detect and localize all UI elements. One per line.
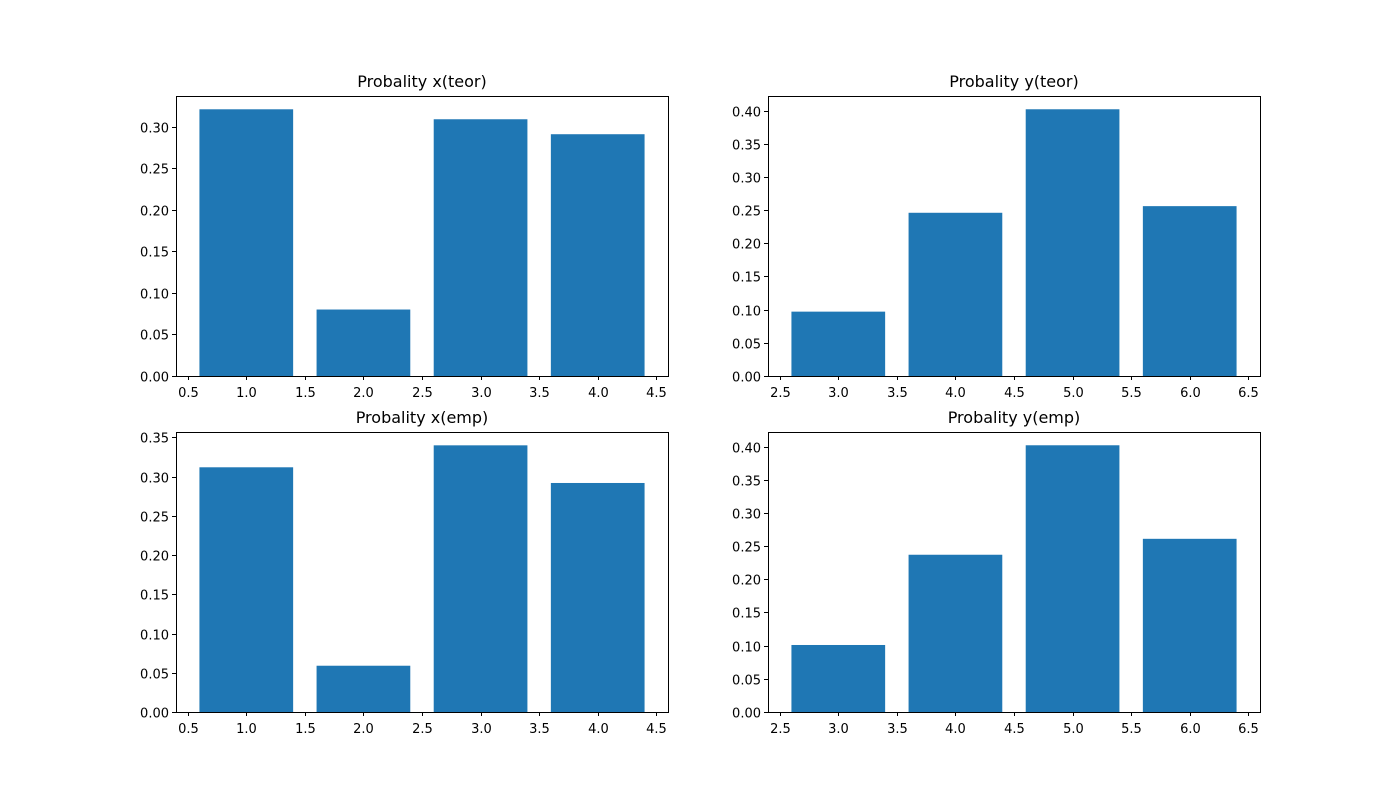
bar-3 bbox=[433, 445, 528, 712]
chart-title: Probality y(teor) bbox=[949, 72, 1079, 91]
y-tick-label: 0.20 bbox=[732, 238, 761, 253]
x-tick-label: 4.5 bbox=[1004, 386, 1025, 401]
x-tick-label: 3.5 bbox=[529, 386, 550, 401]
x-tick-label: 3.0 bbox=[828, 386, 849, 401]
subplot-1: 0.5 1.0 1.5 2.0 2.5 3.0 3.5 4.0 4.5 0.00 0.05 0.10 0… bbox=[140, 72, 669, 401]
bar-1 bbox=[199, 467, 294, 712]
chart-title: Probality x(emp) bbox=[356, 408, 489, 427]
y-tick-label: 0.35 bbox=[140, 432, 169, 447]
x-tick-label: 1.0 bbox=[236, 386, 257, 401]
y-tick-label: 0.05 bbox=[140, 668, 169, 683]
x-tick-label: 6.5 bbox=[1238, 722, 1259, 737]
y-tick-label: 0.15 bbox=[140, 589, 169, 604]
x-tick-label: 3.5 bbox=[887, 386, 908, 401]
chart-title: Probality x(teor) bbox=[357, 72, 487, 91]
y-tick-label: 0.10 bbox=[140, 288, 169, 303]
bar-3 bbox=[791, 311, 886, 376]
x-tick-label: 1.5 bbox=[295, 722, 316, 737]
x-tick-label: 4.5 bbox=[1004, 722, 1025, 737]
y-tick-label: 0.10 bbox=[140, 629, 169, 644]
bar-4 bbox=[550, 482, 645, 712]
x-tick-label: 2.0 bbox=[353, 386, 374, 401]
bar-5 bbox=[1025, 109, 1120, 377]
bar-4 bbox=[908, 554, 1003, 712]
bar-5 bbox=[1025, 445, 1120, 712]
y-tick-label: 0.30 bbox=[140, 122, 169, 137]
bar-6 bbox=[1142, 206, 1237, 376]
y-tick-label: 0.30 bbox=[140, 472, 169, 487]
subplot-2: 2.5 3.0 3.5 4.0 4.5 5.0 5.5 6.0 6.5 0.00 0.05 0.10 0… bbox=[732, 72, 1261, 401]
x-tick-label: 0.5 bbox=[178, 386, 199, 401]
y-tick-label: 0.05 bbox=[732, 674, 761, 689]
bar-1 bbox=[199, 109, 294, 376]
x-tick-label: 6.0 bbox=[1180, 722, 1201, 737]
y-tick-label: 0.20 bbox=[140, 205, 169, 220]
x-tick-label: 4.5 bbox=[646, 386, 667, 401]
y-tick-label: 0.20 bbox=[140, 550, 169, 565]
x-tick-label: 4.0 bbox=[588, 722, 609, 737]
x-tick-label: 5.5 bbox=[1121, 386, 1142, 401]
y-tick-label: 0.25 bbox=[732, 541, 761, 556]
y-tick-label: 0.15 bbox=[732, 607, 761, 622]
y-tick-label: 0.20 bbox=[732, 574, 761, 589]
x-tick-label: 3.5 bbox=[529, 722, 550, 737]
bar-4 bbox=[908, 212, 1003, 376]
bar-3 bbox=[433, 119, 528, 376]
y-tick-label: 0.40 bbox=[732, 106, 761, 121]
bar-2 bbox=[316, 309, 411, 376]
x-tick-label: 5.0 bbox=[1063, 722, 1084, 737]
x-tick-label: 3.0 bbox=[828, 722, 849, 737]
y-tick-label: 0.25 bbox=[140, 511, 169, 526]
y-tick-label: 0.00 bbox=[140, 707, 169, 722]
x-tick-label: 3.5 bbox=[887, 722, 908, 737]
y-tick-label: 0.40 bbox=[732, 442, 761, 457]
y-tick-label: 0.25 bbox=[732, 205, 761, 220]
bar-4 bbox=[550, 134, 645, 376]
y-tick-label: 0.35 bbox=[732, 475, 761, 490]
x-tick-label: 0.5 bbox=[178, 722, 199, 737]
bar-3 bbox=[791, 644, 886, 712]
chart-title: Probality y(emp) bbox=[948, 408, 1081, 427]
x-tick-label: 3.0 bbox=[471, 386, 492, 401]
y-tick-label: 0.15 bbox=[732, 271, 761, 286]
y-tick-label: 0.05 bbox=[732, 338, 761, 353]
x-tick-label: 6.5 bbox=[1238, 386, 1259, 401]
x-tick-label: 4.0 bbox=[588, 386, 609, 401]
x-tick-label: 4.0 bbox=[945, 386, 966, 401]
x-tick-label: 4.5 bbox=[646, 722, 667, 737]
x-tick-label: 3.0 bbox=[471, 722, 492, 737]
x-tick-label: 4.0 bbox=[945, 722, 966, 737]
x-tick-label: 5.0 bbox=[1063, 386, 1084, 401]
y-tick-label: 0.00 bbox=[732, 371, 761, 386]
x-tick-label: 2.5 bbox=[412, 386, 433, 401]
bar-2 bbox=[316, 665, 411, 712]
y-tick-label: 0.10 bbox=[732, 641, 761, 656]
y-tick-label: 0.35 bbox=[732, 139, 761, 154]
x-tick-label: 2.5 bbox=[412, 722, 433, 737]
x-tick-label: 5.5 bbox=[1121, 722, 1142, 737]
x-tick-label: 1.5 bbox=[295, 386, 316, 401]
x-tick-label: 6.0 bbox=[1180, 386, 1201, 401]
x-tick-label: 2.5 bbox=[770, 386, 791, 401]
y-tick-label: 0.10 bbox=[732, 305, 761, 320]
x-tick-label: 2.5 bbox=[770, 722, 791, 737]
subplot-4: 2.5 3.0 3.5 4.0 4.5 5.0 5.5 6.0 6.5 0.00 0.05 0.10 0… bbox=[732, 408, 1261, 737]
y-tick-label: 0.05 bbox=[140, 329, 169, 344]
bar-6 bbox=[1142, 538, 1237, 712]
y-tick-label: 0.00 bbox=[140, 371, 169, 386]
y-tick-label: 0.30 bbox=[732, 508, 761, 523]
y-tick-label: 0.25 bbox=[140, 163, 169, 178]
x-tick-label: 1.0 bbox=[236, 722, 257, 737]
y-tick-label: 0.00 bbox=[732, 707, 761, 722]
x-tick-label: 2.0 bbox=[353, 722, 374, 737]
y-tick-label: 0.15 bbox=[140, 246, 169, 261]
subplot-3: 0.5 1.0 1.5 2.0 2.5 3.0 3.5 4.0 4.5 0.00 0.05 0.10 0… bbox=[140, 408, 669, 737]
y-tick-label: 0.30 bbox=[732, 172, 761, 187]
